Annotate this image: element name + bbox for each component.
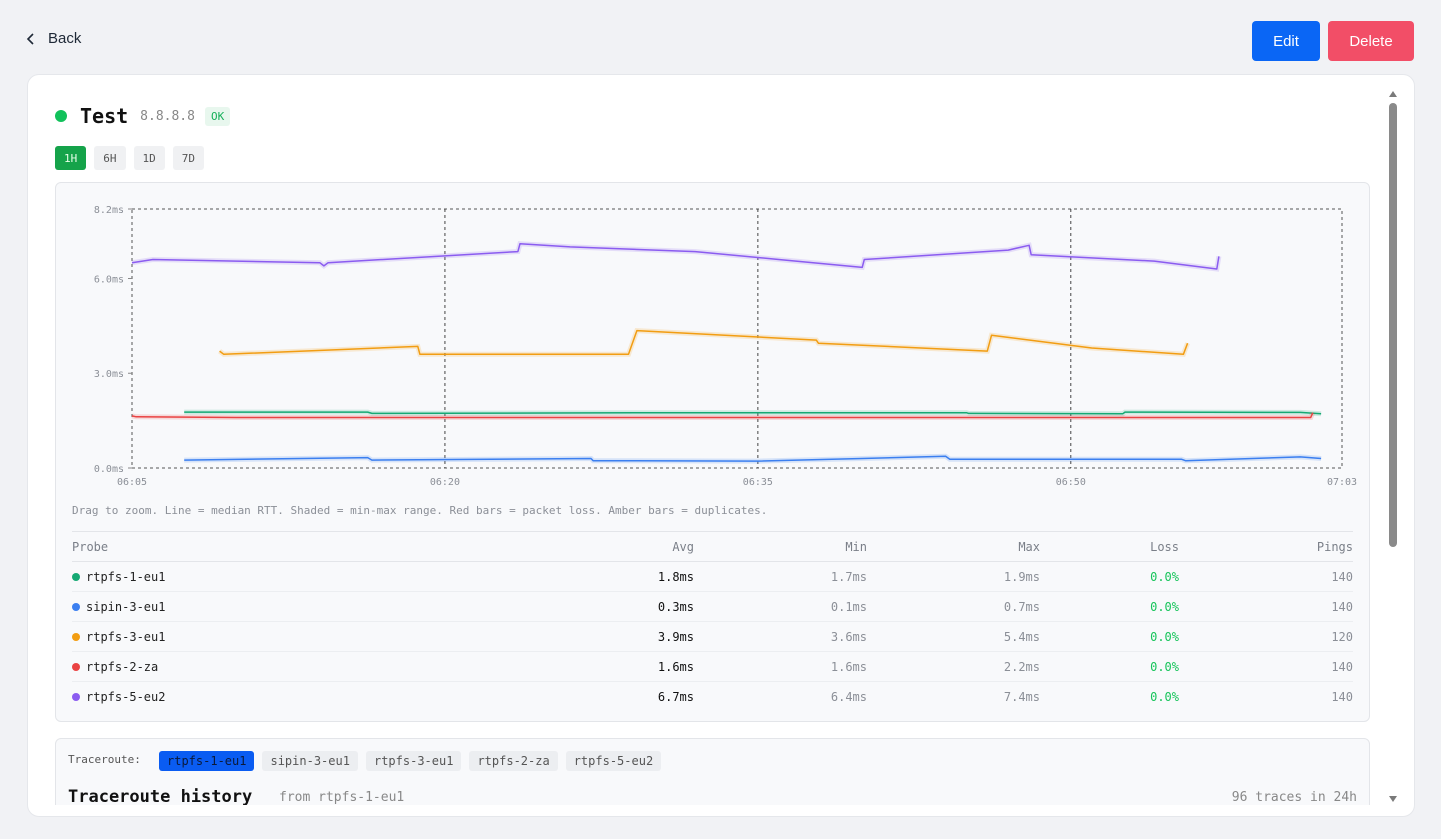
column-header-avg: Avg	[305, 531, 694, 562]
edit-button[interactable]: Edit	[1252, 21, 1320, 61]
loss-cell: 0.0%	[1040, 621, 1179, 652]
range-1d[interactable]: 1D	[133, 146, 165, 170]
probe-name: rtpfs-1-eu1	[86, 569, 166, 584]
pings-cell: 140	[1179, 651, 1353, 682]
table-row: rtpfs-3-eu1 3.9ms 3.6ms 5.4ms 0.0% 120	[72, 621, 1353, 652]
series-line-rtpfs-1-eu1	[184, 411, 1322, 415]
series-line-rtpfs-3-eu1	[219, 329, 1189, 356]
column-header-min: Min	[694, 531, 867, 562]
range-1h[interactable]: 1H	[55, 146, 87, 170]
avg-cell: 3.9ms	[305, 621, 694, 652]
probe-color-dot	[72, 662, 80, 671]
target-name: Test	[80, 104, 129, 128]
probe-color-dot	[72, 602, 80, 611]
delete-button[interactable]: Delete	[1328, 21, 1414, 61]
column-header-max: Max	[867, 531, 1040, 562]
target-ip: 8.8.8.8	[140, 108, 195, 124]
table-row: rtpfs-1-eu1 1.8ms 1.7ms 1.9ms 0.0% 140	[72, 561, 1353, 592]
probe-color-dot	[72, 692, 80, 701]
plot-frame	[131, 208, 1343, 469]
traceroute-title: Traceroute history	[68, 787, 253, 807]
avg-cell: 6.7ms	[657, 689, 694, 704]
traceroute-source: from rtpfs-1-eu1	[279, 790, 405, 805]
max-cell: 7.4ms	[1003, 689, 1040, 704]
column-header-probe: Probe	[72, 531, 305, 562]
max-cell: 1.9ms	[867, 561, 1040, 592]
max-cell: 5.4ms	[867, 621, 1040, 652]
x-tick-label: 06:50	[1056, 477, 1086, 488]
scrollbar-thumb[interactable]	[1389, 103, 1397, 547]
probe-cell: sipin-3-eu1	[72, 591, 305, 622]
y-tick-label: 0.0ms	[94, 464, 124, 475]
pings-cell: 140	[1179, 561, 1353, 592]
back-label: Back	[48, 30, 82, 47]
probe-cell: rtpfs-2-za	[72, 651, 305, 682]
range-7d[interactable]: 7D	[172, 146, 204, 170]
avg-cell: 0.3ms	[305, 591, 694, 622]
min-cell: 6.4ms	[830, 689, 867, 704]
x-tick-label: 06:05	[117, 477, 147, 488]
page-bottom	[0, 805, 1441, 839]
probe-name: rtpfs-3-eu1	[86, 629, 166, 644]
range-6h[interactable]: 6H	[94, 146, 126, 170]
table-row: rtpfs-2-za 1.6ms 1.6ms 2.2ms 0.0% 140	[72, 651, 1353, 682]
avg-cell: 1.8ms	[305, 561, 694, 592]
pings-cell: 120	[1179, 621, 1353, 652]
max-cell: 0.7ms	[867, 591, 1040, 622]
time-range-selector: 1H 6H 1D 7D	[55, 146, 204, 170]
traceroute-tab-rtpfs-2-za[interactable]: rtpfs-2-za	[469, 751, 558, 771]
scroll-down-arrow-icon[interactable]	[1388, 795, 1398, 803]
probe-color-dot	[72, 632, 80, 641]
column-header-pings: Pings	[1179, 531, 1353, 562]
y-tick-label: 8.2ms	[94, 205, 124, 216]
table-row: rtpfs-5-eu2 6.7ms 6.4ms 7.4ms 0.0% 140	[72, 682, 1353, 712]
probe-cell: rtpfs-1-eu1	[72, 561, 305, 592]
probe-color-dot	[72, 572, 80, 581]
min-cell: 1.7ms	[694, 561, 867, 592]
latency-chart[interactable]: 0.0ms 3.0ms 6.0ms 8.2ms 06:05 06:20 06:35 06:50…	[0, 0, 1441, 500]
back-button[interactable]: Back	[24, 30, 81, 47]
max-cell: 2.2ms	[867, 651, 1040, 682]
traceroute-probe-tabs: rtpfs-1-eu1 sipin-3-eu1 rtpfs-3-eu1 rtpfs-2…	[159, 751, 662, 771]
min-cell: 1.6ms	[694, 651, 867, 682]
x-tick-label: 06:20	[430, 477, 460, 488]
chevron-left-icon	[26, 32, 34, 45]
series-line-rtpfs-5-eu2	[131, 242, 1220, 270]
loss-cell: 0.0%	[1040, 591, 1179, 622]
pings-cell: 140	[1179, 591, 1353, 622]
probe-stats-table: Probe Avg Min Max Loss Pings rtpfs-1-eu1 1.8ms…	[72, 531, 1353, 711]
x-tick-label: 06:35	[743, 477, 773, 488]
avg-cell: 1.6ms	[305, 651, 694, 682]
table-row: sipin-3-eu1 0.3ms 0.1ms 0.7ms 0.0% 140	[72, 591, 1353, 622]
loss-cell: 0.0%	[1150, 689, 1179, 704]
target-header: Test 8.8.8.8 OK	[55, 104, 231, 128]
y-tick-label: 6.0ms	[94, 274, 124, 285]
traceroute-tab-rtpfs-3-eu1[interactable]: rtpfs-3-eu1	[365, 751, 462, 771]
table-header-row: Probe Avg Min Max Loss Pings	[72, 531, 1353, 562]
traceroute-tab-rtpfs-1-eu1[interactable]: rtpfs-1-eu1	[159, 751, 255, 771]
pings-cell: 140	[1331, 689, 1353, 704]
probe-name: rtpfs-2-za	[86, 659, 159, 674]
series-line-rtpfs-2-za	[131, 412, 1314, 419]
probe-cell: rtpfs-5-eu2	[72, 682, 305, 712]
min-cell: 0.1ms	[694, 591, 867, 622]
probe-cell: rtpfs-3-eu1	[72, 621, 305, 652]
x-tick-label: 07:03	[1327, 477, 1357, 488]
column-header-loss: Loss	[1040, 531, 1179, 562]
loss-cell: 0.0%	[1040, 561, 1179, 592]
scroll-up-arrow-icon[interactable]	[1388, 90, 1398, 98]
traceroute-label: Traceroute:	[68, 753, 141, 766]
loss-cell: 0.0%	[1040, 651, 1179, 682]
y-tick-label: 3.0ms	[94, 369, 124, 380]
traceroute-tab-sipin-3-eu1[interactable]: sipin-3-eu1	[262, 751, 358, 771]
status-badge: OK	[204, 106, 231, 126]
probe-name: sipin-3-eu1	[86, 599, 166, 614]
series-line-sipin-3-eu1	[184, 455, 1322, 462]
probe-name: rtpfs-5-eu2	[86, 689, 166, 704]
traceroute-tab-rtpfs-5-eu2[interactable]: rtpfs-5-eu2	[565, 751, 662, 771]
chart-hint: Drag to zoom. Line = median RTT. Shaded …	[72, 504, 768, 517]
traceroute-count: 96 traces in 24h	[1231, 790, 1357, 805]
min-cell: 3.6ms	[694, 621, 867, 652]
status-dot	[55, 110, 67, 122]
